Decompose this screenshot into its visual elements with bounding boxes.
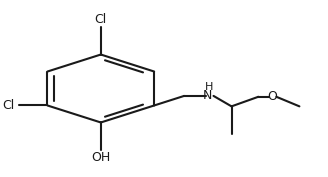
Text: N: N [203,89,213,102]
Text: OH: OH [91,151,111,164]
Text: Cl: Cl [2,99,14,112]
Text: O: O [268,90,277,103]
Text: Cl: Cl [95,13,107,26]
Text: H: H [205,82,214,92]
